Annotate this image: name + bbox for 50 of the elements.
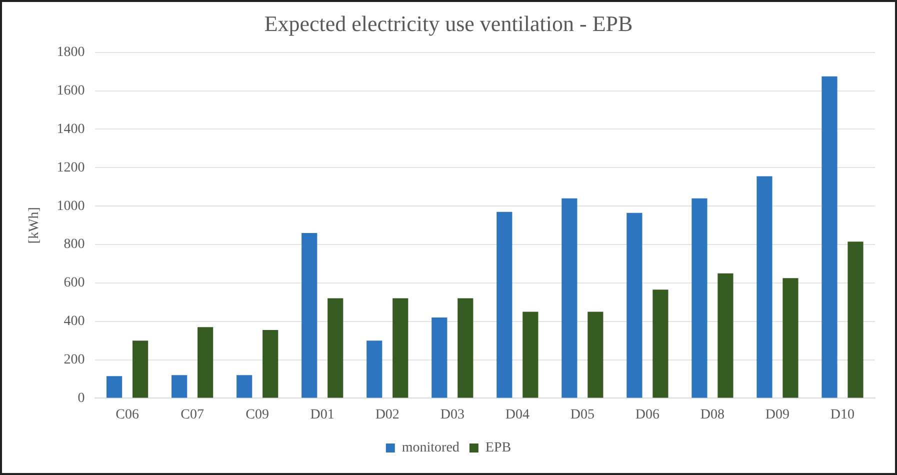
bar — [392, 298, 408, 398]
x-tick-label: D09 — [765, 407, 790, 422]
x-tick-label: D04 — [505, 407, 530, 422]
bar — [562, 198, 578, 398]
y-tick-label: 400 — [64, 314, 85, 330]
x-tick-label: C09 — [246, 407, 270, 422]
x-tick-label: C07 — [180, 407, 204, 422]
bar — [782, 278, 798, 398]
bar — [822, 76, 838, 398]
y-tick-label: 800 — [64, 237, 85, 252]
chart-title: Expected electricity use ventilation - EPB — [264, 10, 633, 36]
bar — [718, 273, 734, 398]
bar — [692, 198, 708, 398]
bar — [626, 212, 642, 398]
y-tick-label: 200 — [64, 352, 85, 368]
y-axis-title: [kWh] — [27, 207, 42, 244]
y-tick-label: 1200 — [56, 160, 85, 176]
bar — [302, 232, 318, 398]
bar — [106, 376, 122, 398]
bar — [458, 298, 474, 398]
x-tick-label: D05 — [570, 407, 594, 422]
bar — [848, 242, 864, 398]
y-tick-label: 1000 — [56, 198, 85, 214]
x-tick-label: D06 — [635, 407, 660, 422]
legend-label: monitored — [402, 440, 460, 456]
bar — [132, 340, 148, 398]
x-tick-label: D03 — [440, 407, 464, 422]
y-tick-label: 1400 — [56, 122, 85, 137]
bar — [756, 176, 772, 398]
y-tick-label: 600 — [64, 276, 85, 291]
bar — [328, 298, 344, 398]
x-tick-label: D08 — [700, 407, 725, 422]
x-tick-label: D10 — [830, 407, 855, 422]
y-tick-label: 1800 — [56, 45, 85, 60]
bar — [432, 318, 448, 398]
y-tick-label: 0 — [78, 390, 85, 406]
bar — [652, 290, 668, 398]
bar — [198, 327, 214, 398]
bar — [262, 330, 278, 398]
x-tick-label: D02 — [375, 407, 400, 422]
bar — [496, 212, 512, 398]
bar — [172, 375, 188, 398]
legend-label: EPB — [485, 440, 512, 456]
x-tick-label: D01 — [310, 407, 334, 422]
y-tick-label: 1600 — [56, 83, 85, 98]
bar — [236, 375, 252, 398]
bar — [366, 340, 382, 398]
bar — [522, 312, 538, 398]
x-tick-label: C06 — [116, 407, 139, 422]
bar — [588, 312, 604, 398]
